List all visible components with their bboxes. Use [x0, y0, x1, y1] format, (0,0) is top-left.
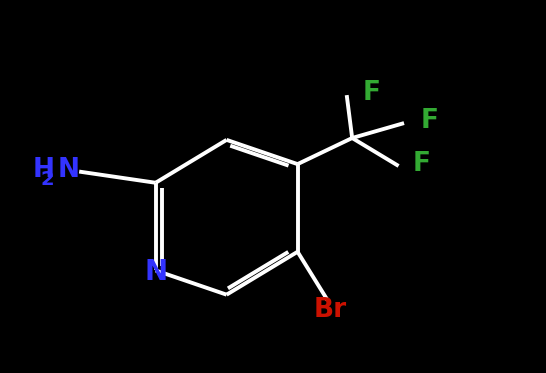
Text: F: F	[363, 80, 381, 106]
Text: N: N	[57, 157, 79, 183]
Text: 2: 2	[41, 170, 55, 188]
Text: F: F	[412, 151, 430, 177]
Text: Br: Br	[314, 297, 347, 323]
Text: N: N	[144, 258, 167, 286]
Text: H: H	[33, 157, 55, 183]
Text: F: F	[420, 108, 438, 134]
